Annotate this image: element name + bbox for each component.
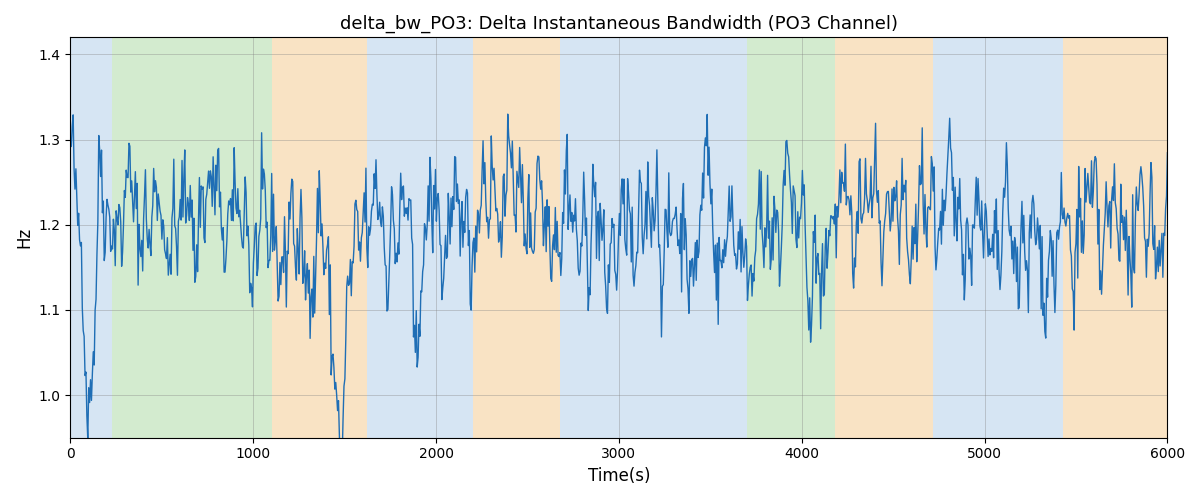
Bar: [271, 38, 367, 438]
Bar: [835, 38, 934, 438]
Y-axis label: Hz: Hz: [14, 227, 32, 248]
Title: delta_bw_PO3: Delta Instantaneous Bandwidth (PO3 Channel): delta_bw_PO3: Delta Instantaneous Bandwi…: [340, 15, 898, 34]
Bar: [700, 38, 746, 438]
Bar: [934, 38, 1063, 438]
X-axis label: Time(s): Time(s): [588, 467, 650, 485]
Bar: [560, 38, 700, 438]
Bar: [473, 38, 560, 438]
Bar: [113, 38, 271, 438]
Bar: [746, 38, 835, 438]
Bar: [367, 38, 473, 438]
Bar: [1063, 38, 1168, 438]
Bar: [71, 38, 113, 438]
